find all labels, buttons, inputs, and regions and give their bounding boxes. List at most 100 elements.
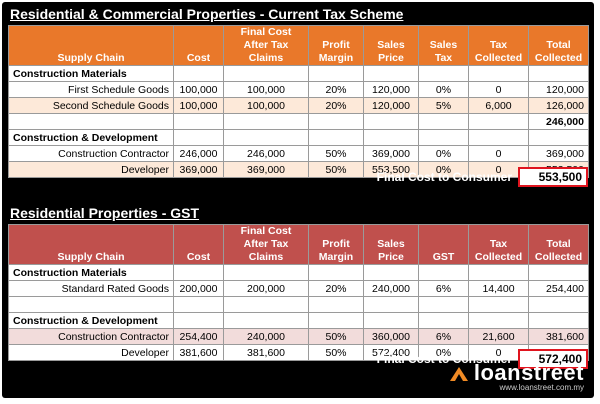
table-cell: 5%	[418, 97, 469, 114]
table-cell	[418, 65, 469, 82]
table-cell	[528, 264, 589, 281]
table-cell: 50%	[308, 145, 364, 162]
table-cell: 0	[468, 344, 529, 361]
table-cell: 20%	[308, 280, 364, 297]
table-cell: 126,000	[528, 97, 589, 114]
table-cell	[173, 113, 224, 130]
table-cell: Developer	[8, 161, 174, 178]
table-cell	[308, 113, 364, 130]
frame: Residential & Commercial Properties - Cu…	[2, 2, 594, 398]
header-cell: Sales Tax	[418, 25, 469, 66]
table-cell	[468, 312, 529, 329]
table-cell: 20%	[308, 97, 364, 114]
table-cell: 246,000	[223, 145, 309, 162]
final-value: 553,500	[518, 167, 588, 187]
table-cell	[363, 264, 419, 281]
table-cell	[528, 296, 589, 313]
table-cell: Construction Contractor	[8, 145, 174, 162]
table-cell: 0%	[418, 145, 469, 162]
table-cell: 50%	[308, 344, 364, 361]
table-cell: 572,400	[363, 344, 419, 361]
table-cell: 254,400	[528, 280, 589, 297]
table-cell: 381,600	[173, 344, 224, 361]
table-cell: Construction Materials	[8, 264, 174, 281]
table-cell: 369,000	[173, 161, 224, 178]
table-cell	[418, 129, 469, 146]
table-cell	[308, 129, 364, 146]
table-cell: 0	[468, 145, 529, 162]
header-cell: Supply Chain	[8, 25, 174, 66]
table-cell	[468, 264, 529, 281]
table-cell: 360,000	[363, 328, 419, 345]
table-cell	[308, 296, 364, 313]
table-cell: 240,000	[363, 280, 419, 297]
table-cell	[173, 312, 224, 329]
table-cell: 369,000	[363, 145, 419, 162]
table-cell	[363, 65, 419, 82]
table-row: 246,000	[8, 113, 589, 130]
header-cell: Final Cost After Tax Claims	[223, 224, 309, 265]
table-cell: 120,000	[363, 81, 419, 98]
table-cell: 100,000	[223, 97, 309, 114]
table-cell: 120,000	[528, 81, 589, 98]
table-cell: 6%	[418, 328, 469, 345]
table-cell	[418, 296, 469, 313]
final-label: Final Cost to Consumer	[376, 170, 512, 184]
table-row: Construction Materials	[8, 65, 589, 82]
table-cell	[223, 312, 309, 329]
table-cell	[363, 113, 419, 130]
logo-icon	[449, 367, 468, 382]
table-row: Second Schedule Goods 100,000 100,000 20% 12…	[8, 97, 589, 114]
logo-block: loanstreet	[448, 360, 584, 386]
table-cell: 246,000	[528, 113, 589, 130]
table-cell: 553,500	[363, 161, 419, 178]
table-cell	[468, 296, 529, 313]
header-cell: Supply Chain	[8, 224, 174, 265]
table-cell: Construction & Development	[8, 312, 174, 329]
table-cell: Second Schedule Goods	[8, 97, 174, 114]
logo-name: loanstreet	[473, 360, 584, 385]
final-row: Final Cost to Consumer 572,400	[8, 349, 588, 369]
table-cell	[308, 264, 364, 281]
table-row: Developer369,000369,00050%553,5000%0553,…	[8, 161, 589, 178]
header-cell: Cost	[173, 25, 224, 66]
table-cell: 369,000	[223, 161, 309, 178]
table-row: Construction Materials	[8, 264, 589, 281]
table-cell: Developer	[8, 344, 174, 361]
header-row: Supply Chain Cost Final Cost After Tax Cla…	[8, 25, 589, 66]
header-cell: Sales Price	[363, 224, 419, 265]
table-cell	[173, 129, 224, 146]
section-title: Residential & Commercial Properties - Cu…	[10, 6, 404, 22]
header-cell: Profit Margin	[308, 25, 364, 66]
table-cell	[8, 113, 174, 130]
table-row	[8, 296, 589, 313]
table-row: Construction Contractor 246,000 246,000 50%…	[8, 145, 589, 162]
table-cell	[223, 113, 309, 130]
table-cell: Construction Contractor	[8, 328, 174, 345]
table-row: Construction Contractor 254,400 240,000 50%…	[8, 328, 589, 345]
table-body: Construction Materials First Schedule Goo…	[8, 65, 589, 178]
table-cell	[363, 296, 419, 313]
table-cell: 381,600	[223, 344, 309, 361]
table-cell: 100,000	[223, 81, 309, 98]
table-cell	[308, 65, 364, 82]
table-cell: 6,000	[468, 97, 529, 114]
table-cell	[363, 129, 419, 146]
table-row: Construction & Development	[8, 129, 589, 146]
table-cell: First Schedule Goods	[8, 81, 174, 98]
final-label: Final Cost to Consumer	[376, 352, 512, 366]
table-cell: 6%	[418, 280, 469, 297]
section-title: Residential Properties - GST	[10, 205, 200, 221]
table-cell	[308, 312, 364, 329]
table-cell	[418, 113, 469, 130]
table-cell: 120,000	[363, 97, 419, 114]
header-cell: Total Collected	[528, 224, 589, 265]
table-row: Construction & Development	[8, 312, 589, 329]
table-cell: 254,400	[173, 328, 224, 345]
table-body: Construction Materials Standard Rated Goo…	[8, 264, 589, 361]
tax-table: Supply Chain Cost Final Cost After Tax Cla…	[8, 224, 589, 361]
table-cell	[468, 129, 529, 146]
table-cell: 240,000	[223, 328, 309, 345]
table-cell: 0%	[418, 81, 469, 98]
